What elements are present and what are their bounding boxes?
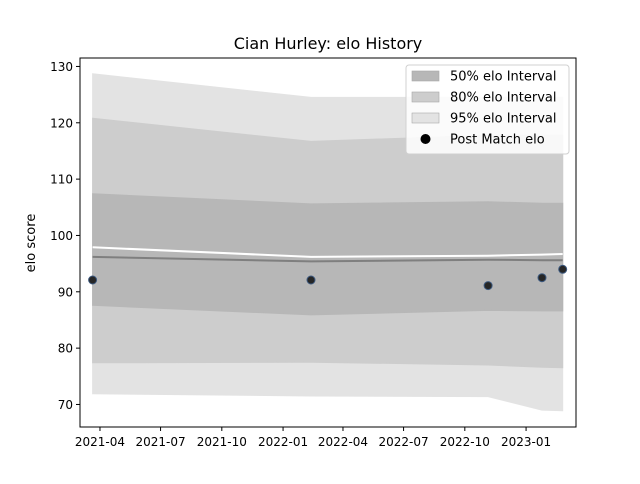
- x-tick-label: 2022-01: [258, 435, 308, 449]
- legend-swatch-50-elo-interval: [411, 70, 440, 82]
- y-axis: 70 80 90 100 110 120 130: [50, 60, 80, 412]
- x-tick-label: 2021-10: [197, 435, 247, 449]
- series-line-1: [92, 246, 563, 258]
- y-tick-label: 90: [58, 285, 73, 299]
- legend-marker-post-match-elo: [420, 134, 431, 144]
- post-match-point: [537, 273, 547, 283]
- y-tick-label: 70: [58, 398, 73, 412]
- band-50-elo-interval: [92, 193, 564, 316]
- y-tick-label: 110: [50, 173, 73, 187]
- x-tick-label: 2022-07: [378, 435, 428, 449]
- legend-label: 50% elo Interval: [450, 70, 557, 85]
- legend: 50% elo Interval 80% elo Interval 95% elo …: [405, 64, 570, 155]
- legend-box: [405, 64, 570, 155]
- legend-swatch-80-elo-interval: [411, 91, 440, 103]
- x-tick-label: 2022-04: [318, 435, 368, 449]
- x-tick-label: 2022-10: [440, 435, 490, 449]
- y-tick-label: 120: [50, 116, 73, 130]
- legend-label: Post Match elo: [450, 133, 545, 148]
- post-match-point: [306, 275, 316, 285]
- x-tick-label: 2021-04: [75, 435, 125, 449]
- legend-label: 95% elo Interval: [450, 112, 557, 127]
- post-match-point: [558, 264, 568, 274]
- y-tick-label: 100: [50, 229, 73, 243]
- y-tick-label: 130: [50, 60, 73, 74]
- y-tick-label: 80: [58, 342, 73, 356]
- plot-area: [88, 73, 568, 412]
- legend-label: 80% elo Interval: [450, 91, 557, 106]
- x-axis: 2021-04 2021-07 2021-10 2022-01 2022-04 2022-…: [75, 427, 551, 449]
- series-line-2: [92, 255, 563, 263]
- x-tick-label: 2023-01: [501, 435, 551, 449]
- legend-swatch-95-elo-interval: [411, 112, 440, 124]
- chart-title: Cian Hurley: elo History: [234, 34, 423, 53]
- post-match-point: [88, 275, 98, 285]
- y-axis-label: elo score: [24, 214, 39, 273]
- axes-frame: [79, 57, 577, 428]
- x-tick-label: 2021-07: [135, 435, 185, 449]
- post-match-point: [483, 281, 493, 291]
